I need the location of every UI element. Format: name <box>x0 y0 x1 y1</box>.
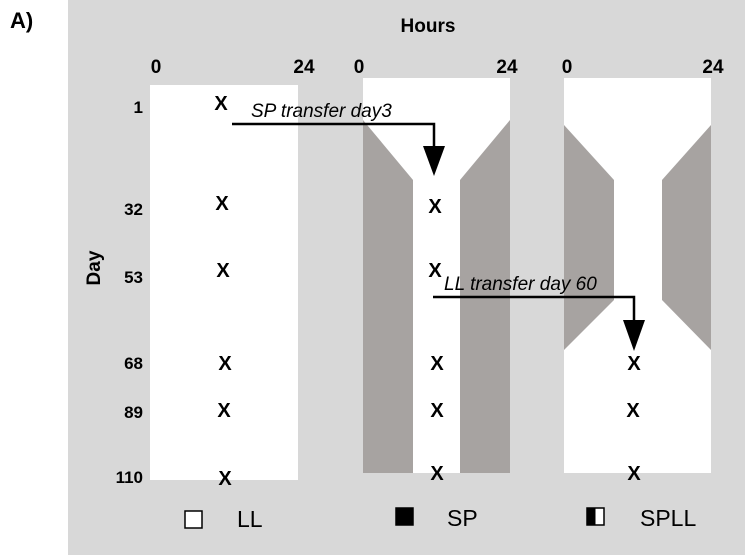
ll-marker-day-110: X <box>218 468 232 490</box>
ll-transfer-arrow <box>433 295 645 351</box>
ll-marker-day-68: X <box>218 353 232 375</box>
col2-hour-end: 24 <box>496 57 518 78</box>
spll-marker-day-68: X <box>627 353 641 375</box>
ll-marker-day-32: X <box>215 193 229 215</box>
sp-legend-filled-square-icon <box>395 507 414 526</box>
col3-hour-start: 0 <box>562 57 573 78</box>
spll-marker-day-110: X <box>627 463 641 485</box>
col3-hour-end: 24 <box>702 57 724 78</box>
ll-marker-day-53: X <box>216 260 230 282</box>
ll-marker-day-1: X <box>214 93 228 115</box>
day-label-68: 68 <box>124 354 143 373</box>
sp-transfer-label: SP transfer day3 <box>251 101 392 122</box>
sp-transfer-arrow <box>232 122 445 176</box>
sp-marker-day-89: X <box>430 400 444 422</box>
col2-hour-start: 0 <box>354 57 365 78</box>
sp-column-dark-left <box>363 120 413 473</box>
ll-transfer-label: LL transfer day 60 <box>444 274 597 295</box>
ll-marker-day-89: X <box>217 400 231 422</box>
ll-legend-label: LL <box>237 506 263 532</box>
day-label-1: 1 <box>134 98 143 117</box>
panel-label: A) <box>10 8 33 33</box>
hours-axis-title: Hours <box>401 16 456 37</box>
sp-legend-label: SP <box>447 505 478 531</box>
day-label-89: 89 <box>124 403 143 422</box>
day-label-32: 32 <box>124 200 143 219</box>
day-label-110: 110 <box>116 468 143 487</box>
sp-marker-day-32: X <box>428 196 442 218</box>
sp-marker-day-68: X <box>430 353 444 375</box>
spll-legend-half-square-icon <box>586 507 605 526</box>
col1-hour-end: 24 <box>293 57 315 78</box>
spll-column-dark-left <box>564 125 614 350</box>
sp-marker-day-53: X <box>428 260 442 282</box>
spll-legend-label: SPLL <box>640 505 696 531</box>
ll-legend-open-square-icon <box>184 510 203 529</box>
spll-marker-day-89: X <box>626 400 640 422</box>
ll-column-light-region <box>150 85 298 480</box>
day-label-53: 53 <box>124 268 143 287</box>
sp-marker-day-110: X <box>430 463 444 485</box>
day-axis-title: Day <box>84 250 105 285</box>
spll-column-dark-right <box>662 125 711 350</box>
col1-hour-start: 0 <box>151 57 162 78</box>
